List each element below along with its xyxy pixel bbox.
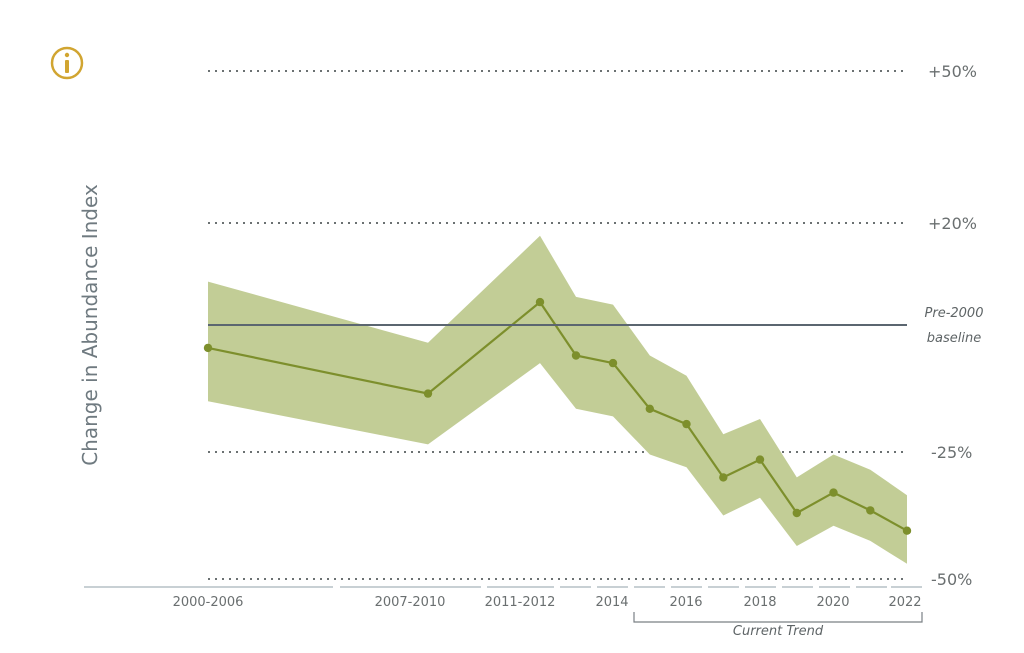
data-point xyxy=(645,404,654,413)
x-tick-label: 2000-2006 xyxy=(173,595,244,610)
data-point xyxy=(535,297,545,307)
y-tick-label: +50% xyxy=(928,62,977,81)
confidence-band xyxy=(208,235,907,564)
baseline-label-line1: Pre-2000 xyxy=(925,306,984,321)
data-point xyxy=(755,455,765,464)
data-layer xyxy=(203,235,912,564)
data-point xyxy=(682,419,691,429)
y-tick-label: -25% xyxy=(931,443,972,462)
data-point xyxy=(866,506,875,515)
current-trend-label: Current Trend xyxy=(733,624,824,639)
data-point xyxy=(829,488,838,497)
data-point xyxy=(792,508,801,518)
x-tick-label: 2011-2012 xyxy=(485,595,556,610)
current-trend-bracket xyxy=(633,612,923,623)
y-tick-label: +20% xyxy=(928,214,977,233)
data-point xyxy=(902,526,912,535)
data-point xyxy=(203,343,213,353)
baseline-label-line2: baseline xyxy=(927,331,981,346)
data-point xyxy=(423,389,433,398)
x-tick-label: 2022 xyxy=(888,595,921,610)
x-tick-label: 2016 xyxy=(669,595,702,610)
x-tick-label: 2014 xyxy=(595,595,628,610)
data-point xyxy=(719,473,728,482)
y-axis-label: Change in Abundance Index xyxy=(78,184,102,466)
data-point xyxy=(608,358,618,368)
data-point xyxy=(571,351,581,360)
y-tick-label: -50% xyxy=(931,570,972,589)
info-icon[interactable] xyxy=(50,46,84,80)
x-tick-label: 2020 xyxy=(816,595,849,610)
x-tick-label: 2018 xyxy=(743,595,776,610)
x-tick-label: 2007-2010 xyxy=(375,595,446,610)
